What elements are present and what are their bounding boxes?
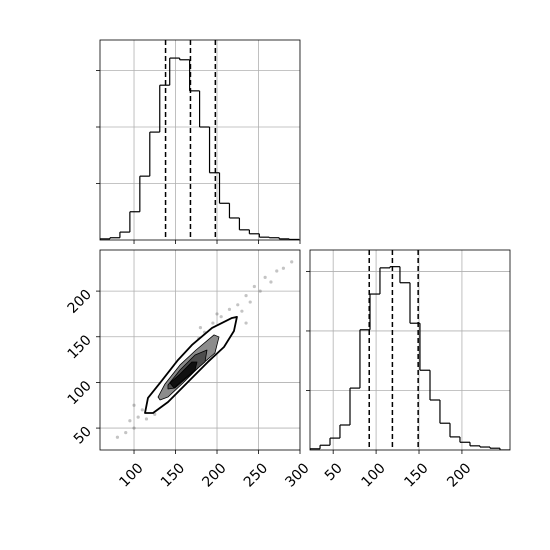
x-tick-label: 250	[241, 460, 271, 490]
y-tick-label: 150	[65, 332, 95, 362]
scatter-point	[153, 412, 157, 416]
scatter-point	[240, 309, 244, 313]
scatter-point	[124, 431, 128, 435]
scatter-point	[281, 266, 286, 270]
panel	[100, 40, 300, 240]
contour	[169, 361, 198, 389]
scatter-point	[290, 260, 294, 264]
panel-frame	[309, 249, 511, 451]
panel-frame	[99, 249, 301, 451]
scatter-point	[140, 408, 144, 412]
x-tick-label: 50	[322, 460, 346, 484]
x-tick-label: 150	[401, 460, 431, 490]
scatter-point	[252, 284, 256, 289]
scatter-point	[211, 321, 215, 325]
scatter-point	[258, 289, 262, 293]
x-tick-label: 200	[199, 460, 229, 490]
scatter-point	[132, 403, 136, 407]
y-tick-label: 100	[65, 378, 95, 408]
x-tick-label: 300	[282, 460, 312, 490]
scatter-point	[248, 300, 252, 304]
panel	[100, 250, 300, 450]
scatter-point	[236, 303, 240, 307]
scatter-point	[128, 419, 132, 423]
x-tick-label: 200	[444, 460, 474, 490]
scatter-point	[244, 321, 248, 325]
scatter-point	[144, 417, 149, 421]
scatter-point	[136, 415, 140, 419]
scatter-point	[219, 315, 223, 319]
panel-frame	[99, 39, 301, 241]
x-tick-label: 100	[116, 460, 146, 490]
y-tick-label: 50	[71, 424, 95, 448]
scatter-point	[215, 312, 219, 316]
panel	[310, 250, 510, 450]
scatter-point	[269, 280, 273, 284]
scatter-point	[115, 435, 120, 439]
scatter-point	[227, 307, 232, 311]
y-tick-label: 200	[65, 287, 95, 317]
x-tick-label: 150	[158, 460, 188, 490]
x-tick-label: 100	[358, 460, 388, 490]
scatter-point	[198, 326, 203, 330]
scatter-point	[244, 294, 248, 298]
scatter-point	[275, 269, 279, 273]
scatter-point	[132, 426, 136, 430]
scatter-point	[263, 275, 267, 279]
